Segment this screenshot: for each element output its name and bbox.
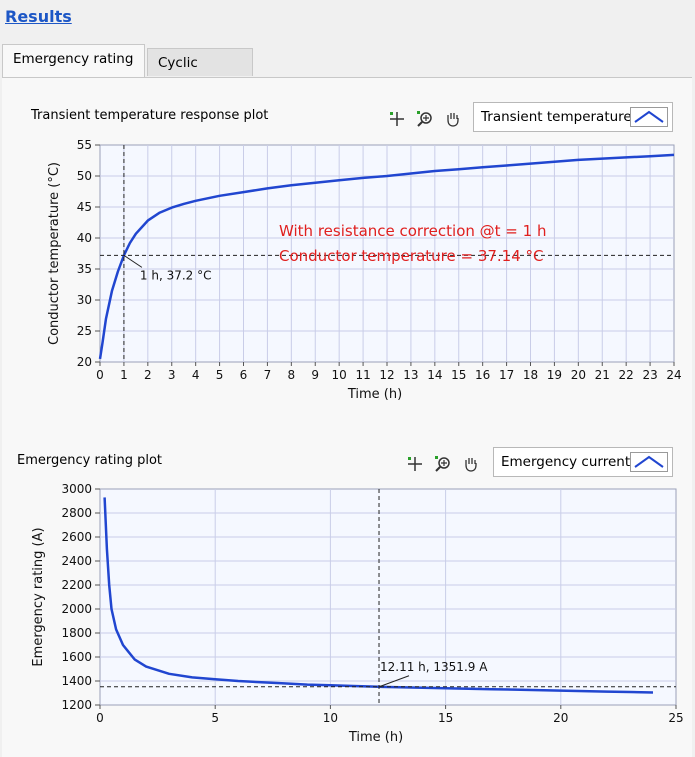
crosshair-cursor-icon[interactable]: [404, 453, 426, 475]
zoom-icon[interactable]: [414, 108, 436, 130]
plot2-legend[interactable]: Emergency current: [493, 447, 673, 477]
plot1-legend-swatch: [630, 107, 668, 127]
results-link[interactable]: Results: [5, 7, 72, 26]
pan-hand-icon[interactable]: [460, 453, 482, 475]
plot2-title: Emergency rating plot: [17, 453, 163, 468]
pan-hand-icon[interactable]: [442, 108, 464, 130]
plot2-toolbar: [404, 451, 482, 477]
plot1-title: Transient temperature response plot: [31, 108, 269, 123]
tab-emergency-rating[interactable]: Emergency rating: [2, 44, 145, 77]
plot2-legend-label: Emergency current: [501, 454, 631, 470]
plot1-toolbar: [386, 106, 464, 132]
tab-bar: Emergency rating Cyclic rating: [2, 44, 692, 99]
zoom-icon[interactable]: [432, 453, 454, 475]
tab-panel: [2, 77, 692, 757]
plot1-legend-label: Transient temperature: [481, 109, 632, 125]
crosshair-cursor-icon[interactable]: [386, 108, 408, 130]
tab-cyclic-rating[interactable]: Cyclic rating: [147, 48, 253, 99]
plot2-legend-swatch: [630, 452, 668, 472]
plot1-legend[interactable]: Transient temperature: [473, 102, 673, 132]
